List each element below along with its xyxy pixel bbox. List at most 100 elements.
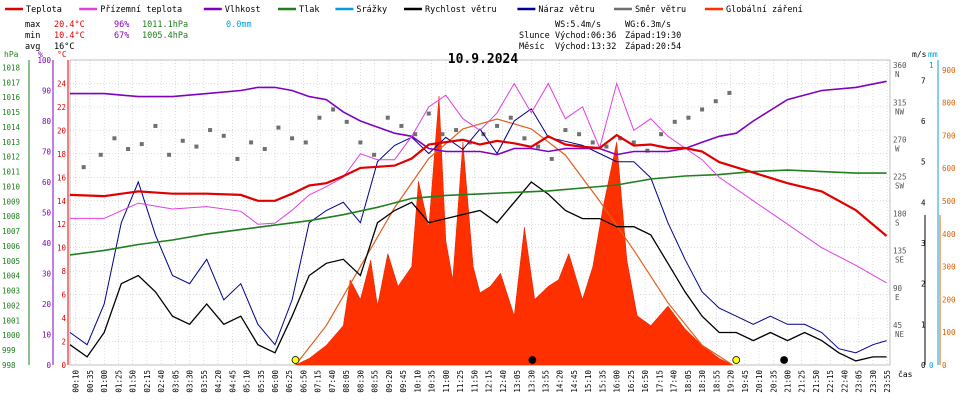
x-tick-label: 06:50 (299, 370, 308, 393)
x-tick-label: 01:25 (114, 370, 123, 393)
stats-max-hum: 96% (114, 20, 129, 30)
x-tick-label: 16:25 (627, 370, 636, 393)
x-tick-label: 08:05 (342, 370, 351, 393)
temp-tick-label: 2 (61, 338, 66, 347)
pct-tick-label: 30 (42, 270, 52, 279)
series-temperature (69, 133, 888, 237)
legend-label: Srážky (356, 5, 387, 15)
x-tick-label: 00:35 (86, 370, 95, 393)
stats-min-hum: 67% (114, 31, 129, 41)
chart-title: 10.9.2024 (448, 52, 519, 67)
wind-direction-point (276, 125, 281, 130)
temp-tick-label: 0 (61, 361, 66, 370)
wind-direction-point (221, 133, 226, 138)
wind-direction-point (262, 147, 267, 152)
wind-direction-point (508, 115, 513, 120)
pct-tick-label: 80 (42, 117, 52, 126)
hpa-tick-label: 1012 (2, 153, 20, 162)
x-tick-label: 15:10 (584, 370, 593, 393)
x-tick-label: 11:50 (470, 370, 479, 393)
wind-direction-point (235, 156, 240, 161)
x-tick-label: 14:20 (556, 370, 565, 393)
x-tick-label: 04:20 (214, 370, 223, 393)
mm-tick-label: 0 (929, 361, 934, 370)
wind-direction-point (426, 111, 431, 116)
wind-direction-point (631, 140, 636, 145)
wind-direction-point (208, 128, 213, 133)
hpa-tick-label: 1008 (2, 212, 21, 221)
hpa-tick-label: 1016 (2, 93, 21, 102)
hpa-tick-label: 1006 (2, 242, 21, 251)
wm2-tick-label: 800 (942, 99, 956, 108)
ms-tick-label: 4 (921, 198, 926, 207)
dir-tick-label: 360 (893, 61, 907, 70)
stats-avg-temp: 16°C (54, 42, 74, 52)
x-tick-label: 23:55 (883, 370, 892, 393)
temp-tick-label: 10 (57, 244, 67, 253)
pct-tick-label: 90 (42, 87, 52, 96)
x-tick-label: 02:15 (143, 370, 152, 393)
wm2-tick-label: 900 (942, 66, 956, 75)
dir-cardinal-label: S (895, 219, 900, 228)
marker-moonset (780, 356, 788, 364)
plot-area (69, 80, 888, 366)
dir-tick-label: 270 (893, 135, 907, 144)
x-tick-label: 02:40 (157, 370, 166, 393)
x-tick-label: 01:50 (129, 370, 138, 393)
wind-direction-point (194, 144, 199, 149)
legend-label: Směr větru (635, 5, 686, 15)
wind-direction-point (686, 115, 691, 120)
dir-tick-label: 180 (893, 210, 907, 219)
wind-direction-point (167, 152, 172, 157)
x-tick-label: 18:55 (712, 370, 721, 393)
x-tick-label: 08:55 (371, 370, 380, 393)
x-tick-label: 18:30 (698, 370, 707, 393)
dir-tick-label: 225 (893, 173, 907, 182)
wind-direction-point (604, 144, 609, 149)
x-tick-label: 11:00 (442, 370, 451, 393)
wind-direction-point (672, 119, 677, 124)
wind-direction-point (358, 140, 363, 145)
marker-sunset (732, 356, 741, 364)
wind-direction-point (317, 115, 322, 120)
x-tick-label: 14:45 (570, 370, 579, 393)
x-tick-label: 09:45 (399, 370, 408, 393)
wind-direction-point (372, 152, 377, 157)
hpa-tick-label: 1007 (2, 227, 20, 236)
wind-direction-point (153, 123, 158, 128)
info-sun-rise: Východ:06:36 (555, 31, 616, 41)
wind-direction-point (180, 138, 185, 143)
temp-tick-label: 8 (61, 267, 66, 276)
legend-label: Přízemní teplota (100, 5, 182, 15)
wind-direction-point (385, 115, 390, 120)
wind-direction-point (590, 140, 595, 145)
x-tick-label: 20:10 (755, 370, 764, 393)
ms-tick-label: 3 (921, 239, 926, 248)
wind-direction-point (522, 136, 527, 141)
wind-direction-point (303, 140, 308, 145)
series-humidity (70, 80, 887, 156)
wm2-tick-label: 200 (942, 295, 956, 304)
legend-label: Teplota (26, 5, 62, 15)
temp-axis-unit: °C (57, 50, 67, 59)
pct-tick-label: 0 (46, 361, 51, 370)
x-tick-label: 20:35 (769, 370, 778, 393)
pct-tick-label: 60 (42, 178, 52, 187)
x-tick-label: 13:05 (513, 370, 522, 393)
series-ground-temperature (70, 81, 887, 284)
x-tick-label: 09:20 (385, 370, 394, 393)
wind-direction-point (344, 119, 349, 124)
hpa-axis-unit: hPa (4, 50, 19, 59)
pct-tick-label: 20 (42, 300, 52, 309)
x-tick-label: 19:45 (741, 370, 750, 393)
wind-direction-point (413, 132, 418, 137)
wm2-tick-label: 400 (942, 230, 956, 239)
series-wind-speed (69, 181, 887, 362)
legend-label: Vlhkost (225, 5, 261, 15)
hpa-tick-label: 1013 (2, 138, 20, 147)
x-tick-label: 03:30 (186, 370, 195, 393)
x-tick-label: 21:25 (798, 370, 807, 393)
legend-label: Rychlost větru (425, 5, 497, 15)
x-tick-label: 11:25 (456, 370, 465, 393)
